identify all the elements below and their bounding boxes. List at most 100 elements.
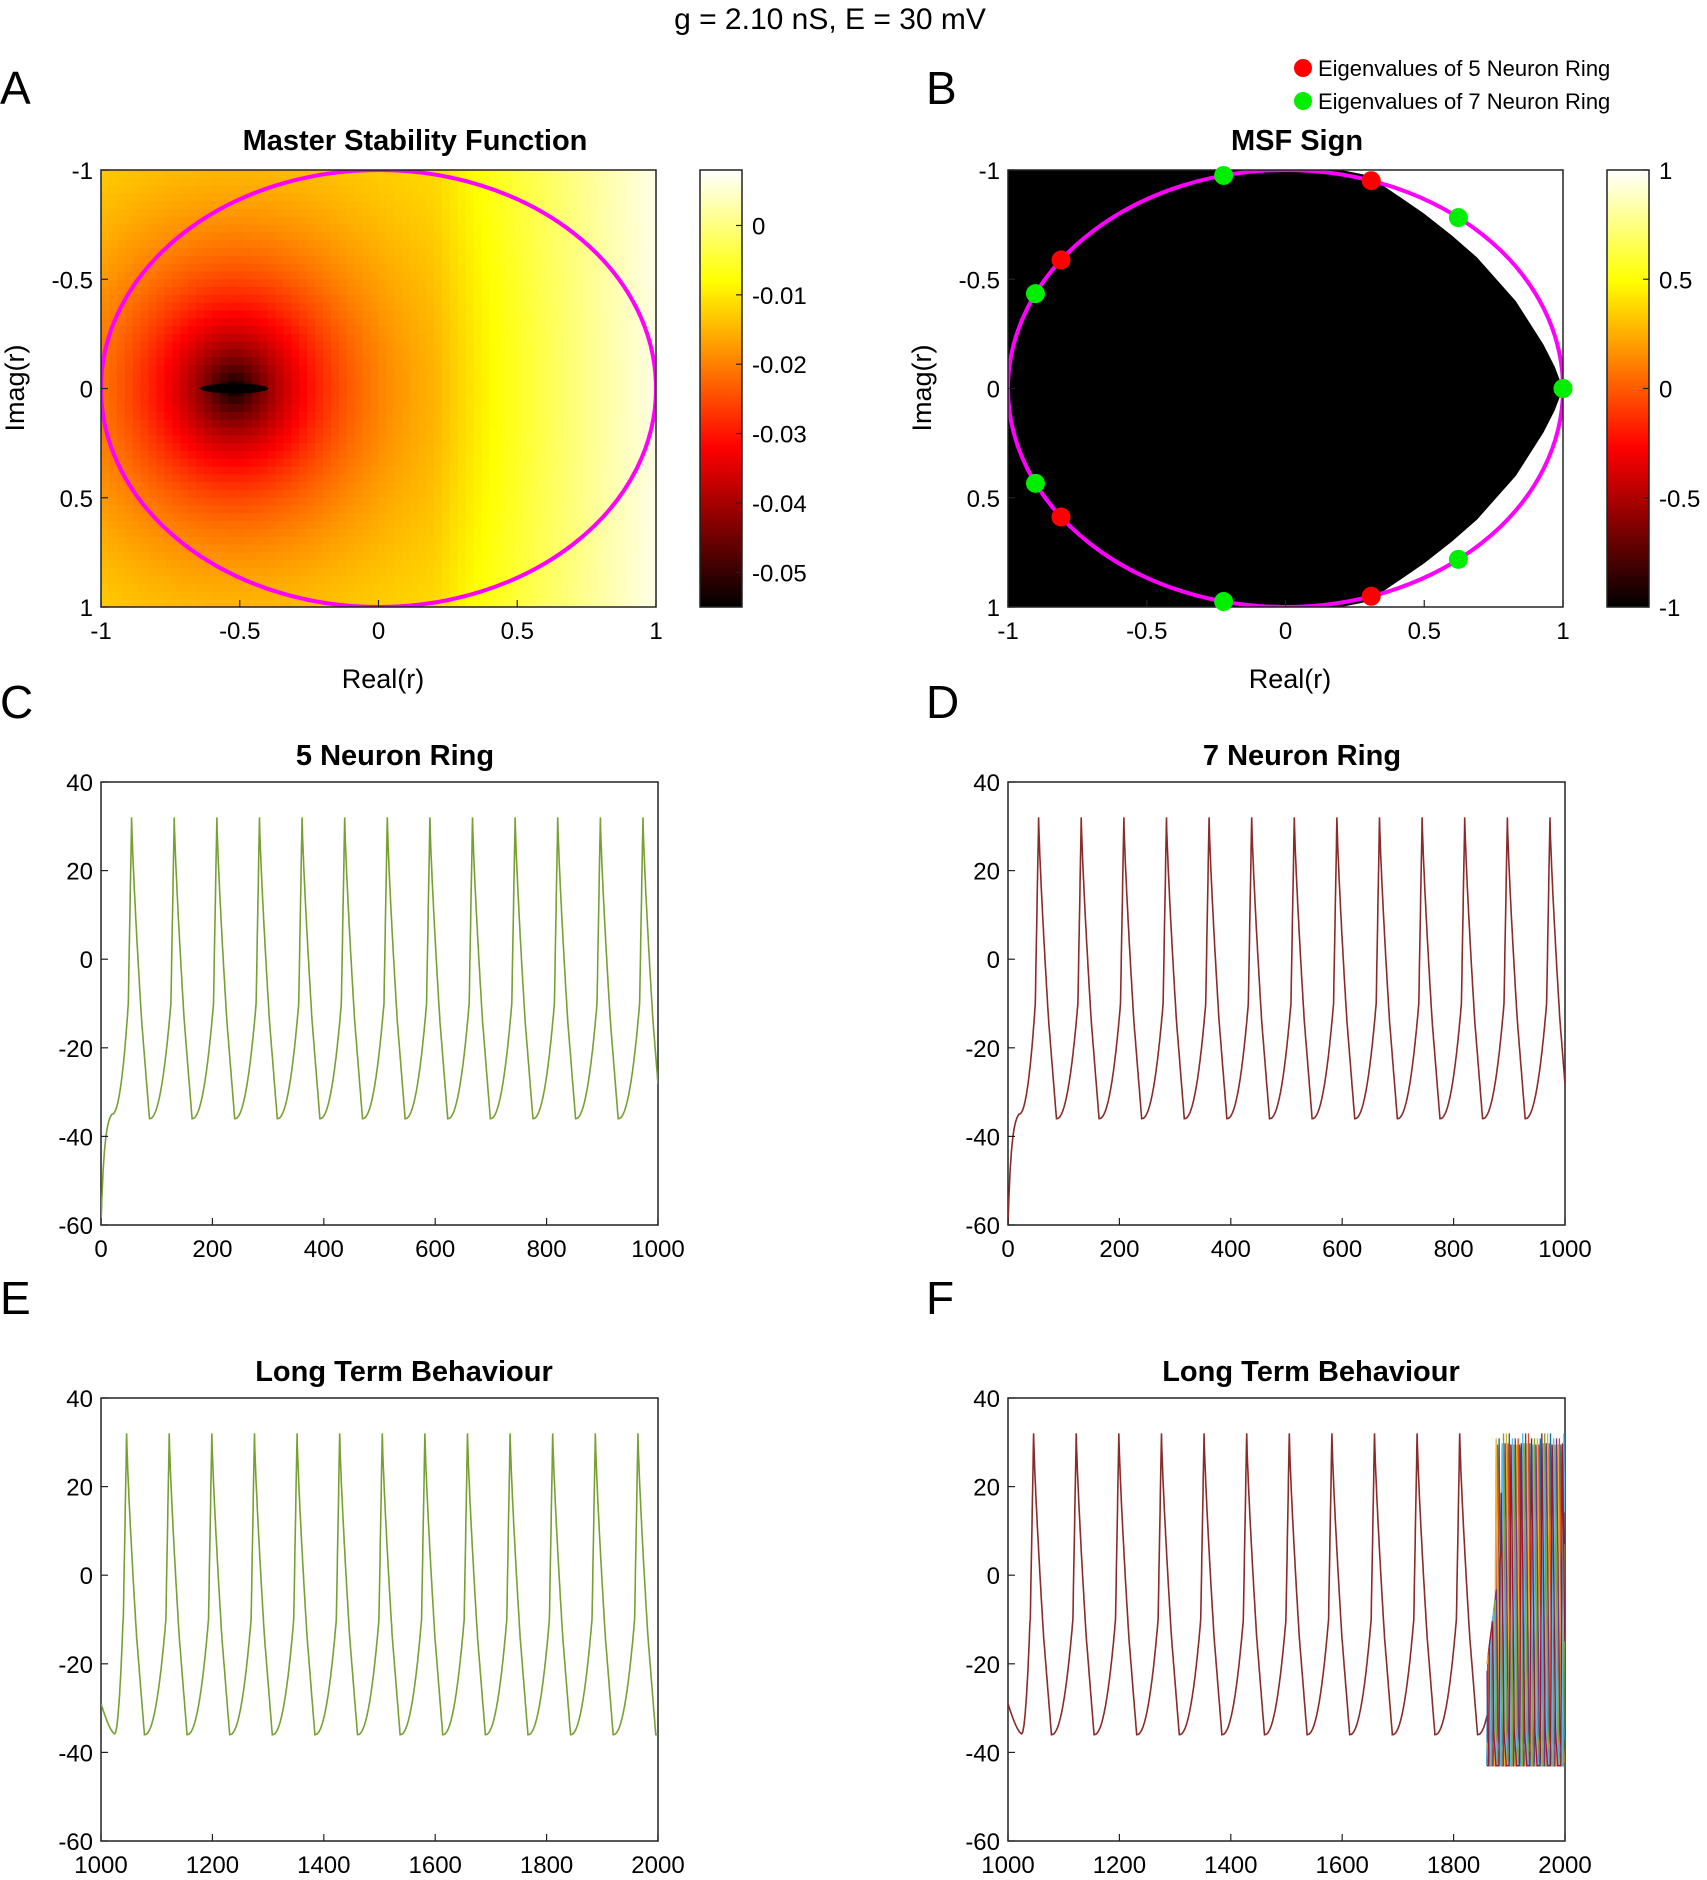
heatmap-cell [132,497,142,507]
heatmap-cell [330,575,340,585]
heatmap-cell [640,552,649,561]
heatmap-cell [307,224,316,234]
heatmap-cell [299,536,308,546]
heatmap-cell [330,482,340,491]
heatmap-cell [441,193,451,202]
heatmap-cell [164,357,173,366]
y-tick-label: 0 [80,377,93,404]
heatmap-cell [172,365,181,374]
heatmap-cell [552,443,562,452]
heatmap-cell [410,544,419,553]
heatmap-cell [600,489,610,499]
heatmap-cell [394,489,403,499]
heatmap-cell [465,279,475,288]
y-tick-label: -0.5 [52,267,93,294]
heatmap-cell [315,419,324,429]
heatmap-cell [164,177,173,187]
heatmap-cell [235,411,245,421]
heatmap-cell [132,185,142,195]
heatmap-cell [204,505,213,514]
heatmap-cell [116,474,126,483]
heatmap-cell [441,232,451,241]
heatmap-cell [370,482,380,491]
heatmap-cell [259,263,269,273]
heatmap-cell [116,240,126,249]
heatmap-cell [465,443,475,452]
heatmap-cell [323,505,332,514]
heatmap-cell [552,302,562,312]
heatmap-cell [362,419,372,429]
heatmap-cell [386,333,395,343]
heatmap-cell [552,177,562,187]
heatmap-cell [497,544,506,553]
heatmap-cell [410,224,419,234]
heatmap-cell [101,271,110,280]
heatmap-cell [370,521,380,530]
heatmap-cell [140,544,150,553]
heatmap-cell [315,216,324,226]
heatmap-cell [108,201,118,210]
heatmap-cell [434,474,443,483]
heatmap-cell [299,326,308,335]
heatmap-cell [505,271,514,280]
heatmap-cell [449,333,459,343]
heatmap-cell [529,287,538,296]
heatmap-cell [545,497,554,507]
heatmap-cell [410,310,419,319]
heatmap-cell [568,435,578,444]
heatmap-cell [283,396,292,405]
heatmap-cell [354,575,364,585]
heatmap-cell [196,365,205,374]
heatmap-cell [481,411,491,421]
heatmap-cell [481,388,491,397]
y-tick-label: -20 [58,1652,93,1679]
heatmap-cell [648,560,656,569]
heatmap-cell [275,419,284,429]
heatmap-cell [568,240,578,249]
heatmap-cell [624,357,633,366]
heatmap-cell [378,341,388,351]
heatmap-cell [418,427,427,436]
heatmap-cell [418,357,427,366]
heatmap-cell [465,201,475,210]
heatmap-cell [132,271,142,280]
x-tick-label: 1800 [520,1852,573,1879]
heatmap-cell [188,411,197,421]
heatmap-cell [608,505,617,514]
heatmap-cell [267,513,277,522]
colorbar-tick-label: -0.02 [752,352,807,379]
heatmap-cell [275,599,284,607]
heatmap-cell [323,177,332,187]
heatmap-cell [624,536,633,546]
heatmap-cell [441,255,451,265]
heatmap-cell [648,528,656,538]
heatmap-cell [116,341,126,351]
heatmap-cell [283,497,292,507]
heatmap-cell [640,513,649,522]
heatmap-cell [489,216,499,226]
heatmap-cell [473,201,483,210]
heatmap-cell [521,372,530,382]
heatmap-cell [291,170,300,179]
heatmap-cell [449,552,459,561]
heatmap-cell [243,185,253,195]
heatmap-cell [426,333,435,343]
heatmap-cell [307,536,316,546]
heatmap-cell [465,528,475,538]
heatmap-cell [275,302,284,312]
heatmap-cell [370,396,380,405]
heatmap-cell [545,287,554,296]
heatmap-cell [457,575,467,585]
heatmap-cell [283,263,292,273]
heatmap-cell [307,591,316,600]
heatmap-cell [275,271,284,280]
heatmap-cell [513,209,522,218]
heatmap-cell [156,482,166,491]
heatmap-cell [521,575,530,585]
heatmap-cell [315,396,324,405]
heatmap-cell [576,193,586,202]
heatmap-cell [632,567,641,577]
heatmap-cell [101,591,110,600]
heatmap-cell [172,521,181,530]
heatmap-cell [552,482,562,491]
